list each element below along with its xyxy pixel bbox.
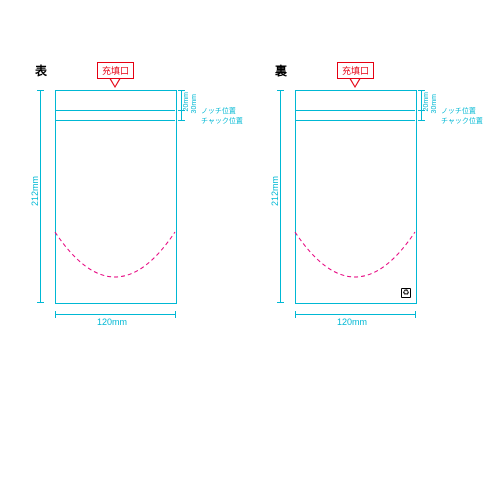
front-zipper-label: チャック位置: [201, 116, 243, 126]
front-height-dim-line: [40, 90, 41, 302]
front-bottom-curve: [55, 90, 175, 302]
back-width-label: 120mm: [337, 317, 367, 327]
front-top2-label: 30mm: [191, 94, 198, 113]
front-width-dim-line: [55, 314, 175, 315]
back-width-dim-line: [295, 314, 415, 315]
front-title: 表: [35, 62, 47, 79]
front-arrow-icon: [109, 78, 121, 88]
front-fill-label: 充填口: [97, 62, 134, 79]
back-top-dim-line: [421, 90, 422, 120]
back-title: 裏: [275, 62, 287, 79]
back-zipper-label: チャック位置: [441, 116, 483, 126]
back-fill-label: 充填口: [337, 62, 374, 79]
recycle-icon: ♻: [401, 288, 411, 298]
front-height-label: 212mm: [30, 176, 40, 206]
back-height-dim-line: [280, 90, 281, 302]
back-notch-label: ノッチ位置: [441, 106, 476, 116]
back-height-label: 212mm: [270, 176, 280, 206]
front-width-label: 120mm: [97, 317, 127, 327]
front-top1-label: 20mm: [183, 92, 190, 111]
back-top2-label: 30mm: [431, 94, 438, 113]
front-top-dim-line: [181, 90, 182, 120]
front-notch-label: ノッチ位置: [201, 106, 236, 116]
back-bottom-curve: [295, 90, 415, 302]
back-top1-label: 20mm: [423, 92, 430, 111]
back-arrow-icon: [349, 78, 361, 88]
